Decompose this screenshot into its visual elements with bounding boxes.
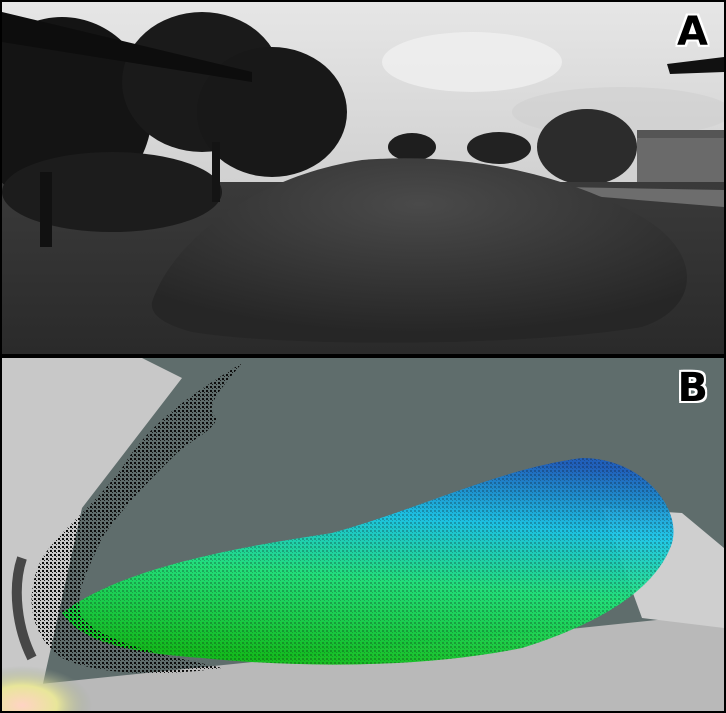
panel-b-point-cloud: B [2, 358, 724, 711]
panel-a-label: A [677, 9, 708, 55]
point-cloud-render [2, 358, 724, 711]
grass-mound-photo [2, 2, 724, 354]
panel-a-photo: A [2, 2, 724, 354]
panel-b-label: B [677, 365, 709, 411]
